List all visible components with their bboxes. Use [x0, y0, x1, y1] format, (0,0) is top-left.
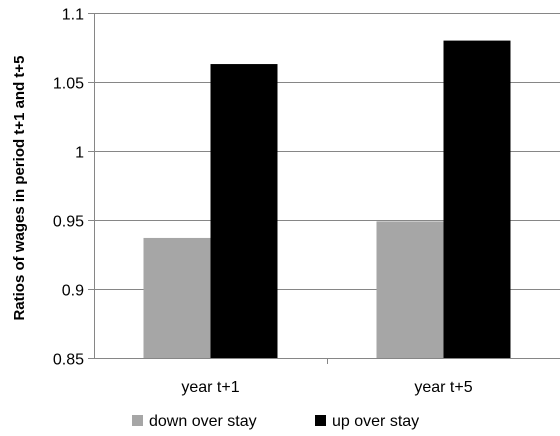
bar-up-over-stay — [443, 40, 511, 358]
axes: 0.85 0.9 0.95 1 1.05 1.1 year t+1 year t+5 — [53, 7, 560, 396]
legend-swatch-down-over-stay — [132, 415, 143, 426]
bars — [143, 40, 511, 358]
bar-down-over-stay — [376, 221, 444, 358]
y-tick-label: 1 — [75, 145, 84, 162]
y-tick-label: 1.05 — [53, 76, 84, 93]
legend-swatch-up-over-stay — [315, 415, 326, 426]
y-tick-label: 1.1 — [62, 7, 84, 24]
x-tick-label: year t+5 — [414, 379, 472, 396]
legend-label-up-over-stay: up over stay — [332, 413, 419, 430]
y-tick-label: 0.85 — [53, 352, 84, 369]
x-tick-label: year t+1 — [181, 379, 239, 396]
legend: down over stay up over stay — [132, 413, 419, 430]
legend-label-down-over-stay: down over stay — [149, 413, 257, 430]
bar-up-over-stay — [210, 64, 278, 358]
y-axis-title: Ratios of wages in period t+1 and t+5 — [11, 55, 28, 320]
bar-down-over-stay — [143, 237, 211, 358]
y-tick-label: 0.9 — [62, 283, 84, 300]
y-tick-label: 0.95 — [53, 214, 84, 231]
